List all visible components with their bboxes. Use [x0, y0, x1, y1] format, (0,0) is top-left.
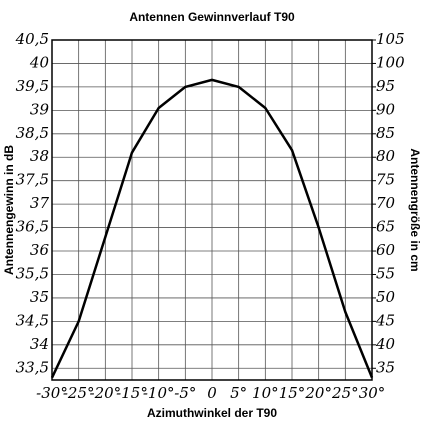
- y-tick-label: 36,5: [16, 218, 49, 236]
- y-tick-label: 37: [30, 194, 50, 212]
- y-tick-label: 36: [30, 241, 50, 259]
- x-tick-label: 0: [207, 384, 217, 402]
- y-tick-label: 33,5: [16, 358, 49, 376]
- y2-axis-label: Antennengröße in cm: [408, 148, 422, 271]
- y2-tick-label: 65: [376, 218, 395, 236]
- y2-tick-label: 75: [376, 171, 395, 189]
- x-tick-label: 25°: [331, 384, 359, 402]
- x-tick-label: -15°: [116, 384, 148, 402]
- line-series: [50, 78, 374, 379]
- y-tick-label: 35,5: [16, 264, 49, 282]
- x-tick-label: 30°: [359, 384, 386, 402]
- x-tick-label: -25°: [63, 384, 95, 402]
- x-tick-label: 10°: [252, 384, 279, 402]
- x-tick-label: -10°: [143, 384, 175, 402]
- y2-tick-label: 90: [376, 100, 396, 118]
- y2-tick-label: 35: [376, 358, 395, 376]
- y2-tick-label: 45: [375, 311, 395, 329]
- y2-tick-label: 60: [376, 241, 396, 259]
- y2-tick-label: 55: [376, 264, 395, 282]
- y-tick-label: 39,5: [16, 77, 49, 95]
- y-tick-label: 40,5: [15, 30, 49, 48]
- y-tick-label: 37,5: [16, 171, 49, 189]
- y-tick-label: 38,5: [16, 124, 49, 142]
- x-tick-label: 5°: [230, 384, 247, 402]
- x-tick-label: -20°: [90, 384, 122, 402]
- y-tick-label: 39: [30, 100, 50, 118]
- x-tick-label: 15°: [279, 384, 306, 402]
- y-tick-label: 35: [30, 288, 49, 306]
- y2-tick-label: 100: [376, 53, 405, 71]
- y2-tick-label: 40: [375, 335, 396, 353]
- y2-tick-label: 50: [376, 288, 396, 306]
- plot-frame: [51, 39, 373, 381]
- y-tick-label: 34: [30, 335, 49, 353]
- y2-tick-label: 80: [376, 147, 396, 165]
- y2-tick-label: 105: [376, 30, 405, 48]
- y2-tick-label: 85: [376, 124, 395, 142]
- x-axis-label: Azimuthwinkel der T90: [147, 406, 277, 420]
- chart-title: Antennen Gewinnverlauf T90: [129, 10, 295, 24]
- x-tick-label: -30°: [36, 384, 68, 402]
- y2-tick-label: 95: [376, 77, 395, 95]
- x-tick-label: 20°: [304, 384, 332, 402]
- y-tick-label: 38: [30, 147, 49, 165]
- y-tick-label: 40: [29, 53, 50, 71]
- y-tick-label: 34,5: [16, 311, 49, 329]
- y2-tick-label: 70: [376, 194, 396, 212]
- x-tick-label: -5°: [174, 384, 196, 402]
- y-axis-label: Antennengewinn in dB: [2, 145, 16, 275]
